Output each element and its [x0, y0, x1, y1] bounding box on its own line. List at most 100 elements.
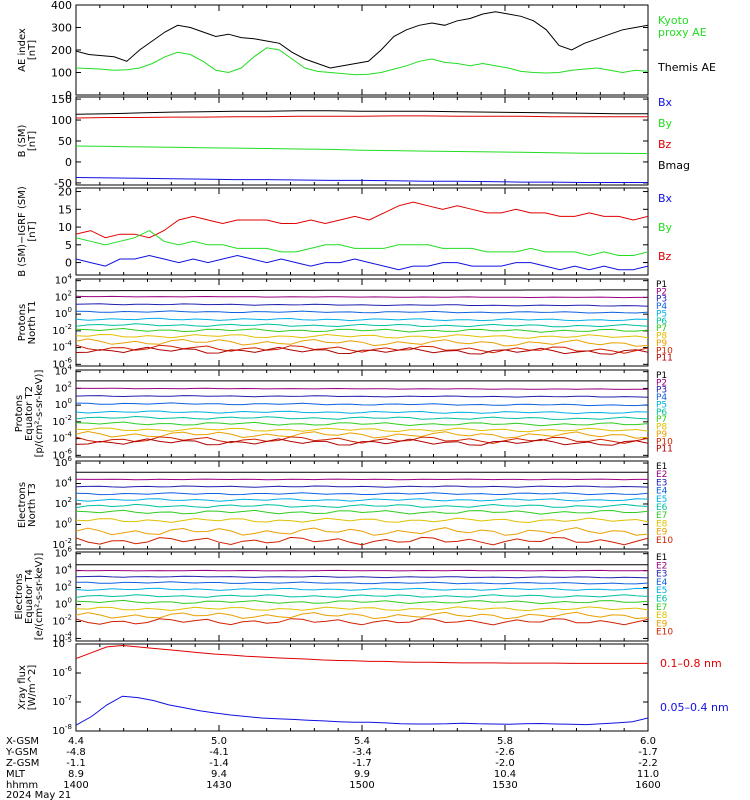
y-tick-label: 10-5 — [52, 636, 72, 650]
legend-item: P10 — [656, 437, 673, 447]
y-tick-label: 10-8 — [52, 723, 72, 737]
y-tick-label: 100 — [51, 114, 72, 127]
series-line-themis-ae — [76, 11, 648, 69]
legend-item: E4 — [656, 578, 668, 588]
series-line-p4 — [76, 310, 648, 314]
legend-item: E10 — [656, 628, 673, 638]
legend-item: P1 — [656, 280, 667, 290]
x-axis-value: 1400 — [63, 780, 88, 791]
x-axis-value: -1.4 — [209, 758, 229, 769]
y-tick-label: 20 — [58, 186, 72, 199]
y-tick-label: 10-4 — [52, 431, 72, 445]
panel-frame — [75, 643, 649, 732]
legend-item: 0.1–0.8 nm — [660, 657, 722, 670]
series-line-p6 — [76, 415, 648, 420]
panel-frame — [75, 4, 649, 96]
y-axis-label: [e/(cm²-s-sr-keV)] — [34, 553, 45, 641]
x-axis-value: 9.9 — [354, 769, 370, 780]
series-line-p4 — [76, 402, 648, 407]
y-tick-label: 10-6 — [52, 447, 72, 461]
legend-item: proxy AE — [658, 26, 707, 39]
series-line-e2 — [76, 478, 648, 481]
legend-item: E6 — [656, 595, 668, 605]
legend-item: E10 — [656, 536, 673, 546]
x-axis-value: 9.4 — [211, 769, 227, 780]
series-line-p8 — [76, 333, 648, 339]
series-line-kyoto-proxy-ae — [76, 47, 648, 76]
x-axis-value: 4.4 — [68, 736, 84, 747]
y-axis-label: North T1 — [27, 301, 38, 345]
y-axis-label: B (SM)−IGRF (SM) — [17, 186, 28, 277]
series-line-e4 — [76, 581, 648, 585]
legend-item: E2 — [656, 561, 667, 571]
x-axis-row-label: X-GSM — [6, 736, 39, 747]
series-line-bx — [76, 177, 648, 183]
legend-item: E7 — [656, 603, 667, 613]
y-tick-label: 102 — [55, 289, 72, 303]
legend-item: P8 — [656, 332, 667, 342]
y-tick-label: 15 — [58, 203, 72, 216]
legend-item: P3 — [656, 295, 667, 305]
panel-frame — [75, 96, 649, 186]
legend-item: Bz — [658, 138, 672, 151]
y-tick-label: 106 — [55, 455, 73, 469]
series-line-e6 — [76, 594, 648, 598]
series-line-by — [76, 230, 648, 257]
series-line-p5 — [76, 410, 648, 415]
legend-item: P2 — [656, 287, 667, 297]
y-tick-label: 10-2 — [52, 537, 72, 551]
legend-item: P11 — [656, 445, 673, 455]
legend-item: E5 — [656, 495, 667, 505]
y-tick-label: 102 — [55, 496, 72, 510]
panel-pn: 10-6 10-4 10-2 100 102 104 Protons North T1 P1P2… — [17, 273, 673, 371]
series-line-by — [76, 145, 648, 155]
series-line-p7 — [76, 421, 648, 427]
y-axis-label: Electrons — [14, 573, 25, 619]
legend-item: Bmag — [658, 159, 690, 172]
legend-item: P3 — [656, 386, 667, 396]
x-axis-row-label: 2024 May 21 — [6, 790, 71, 800]
y-tick-label: 5 — [65, 239, 72, 252]
legend: Bx By Bz — [658, 192, 673, 263]
legend-item: P6 — [656, 408, 667, 418]
x-axis-row-label: MLT — [6, 769, 26, 780]
y-tick-label: 0 — [65, 257, 72, 270]
panel-pe: 10-6 10-4 10-2 100 102 104 Protons Equator T2 [p… — [14, 364, 673, 462]
y-tick-label: 300 — [51, 22, 72, 35]
series-line-p6 — [76, 323, 648, 328]
series-line-e4 — [76, 492, 648, 496]
legend-item: P1 — [656, 371, 667, 381]
y-axis-label: [nT] — [27, 131, 38, 151]
panel-ee: 10-4 10-2 100 102 104 106 Electrons Equator T4[… — [14, 546, 673, 645]
y-tick-label: 10-4 — [52, 340, 72, 354]
series-line-p10 — [76, 344, 648, 354]
y-tick-label: 104 — [55, 364, 73, 378]
y-tick-label: 0 — [65, 156, 72, 169]
x-axis-value: -4.1 — [209, 747, 229, 758]
series-line-p9 — [76, 338, 648, 347]
legend-item: P9 — [656, 339, 667, 349]
y-tick-label: 100 — [55, 397, 72, 411]
y-axis-label: [nT] — [27, 40, 38, 60]
legend-item: E8 — [656, 611, 668, 621]
legend-item: By — [658, 221, 673, 234]
series-line-e3 — [76, 575, 648, 579]
series-line-e7 — [76, 509, 648, 515]
x-axis-value: 10.4 — [494, 769, 516, 780]
x-axis-row-label: hhmm — [6, 780, 38, 791]
y-tick-label: 0 — [65, 89, 72, 102]
x-axis-value: -3.4 — [352, 747, 372, 758]
y-axis-label: B (SM) — [17, 124, 28, 157]
panel-bsm: -50 0 50 100 150 B (SM) [nT] Bx By Bz Bmag — [17, 93, 690, 190]
series-line-e7 — [76, 599, 648, 605]
x-axis-value: 1430 — [206, 780, 231, 791]
series-line-p5 — [76, 317, 648, 322]
legend-item: E2 — [656, 470, 667, 480]
series-line-p11 — [76, 346, 648, 355]
legend-item: E6 — [656, 503, 668, 513]
x-axis-value: -1.7 — [352, 758, 372, 769]
